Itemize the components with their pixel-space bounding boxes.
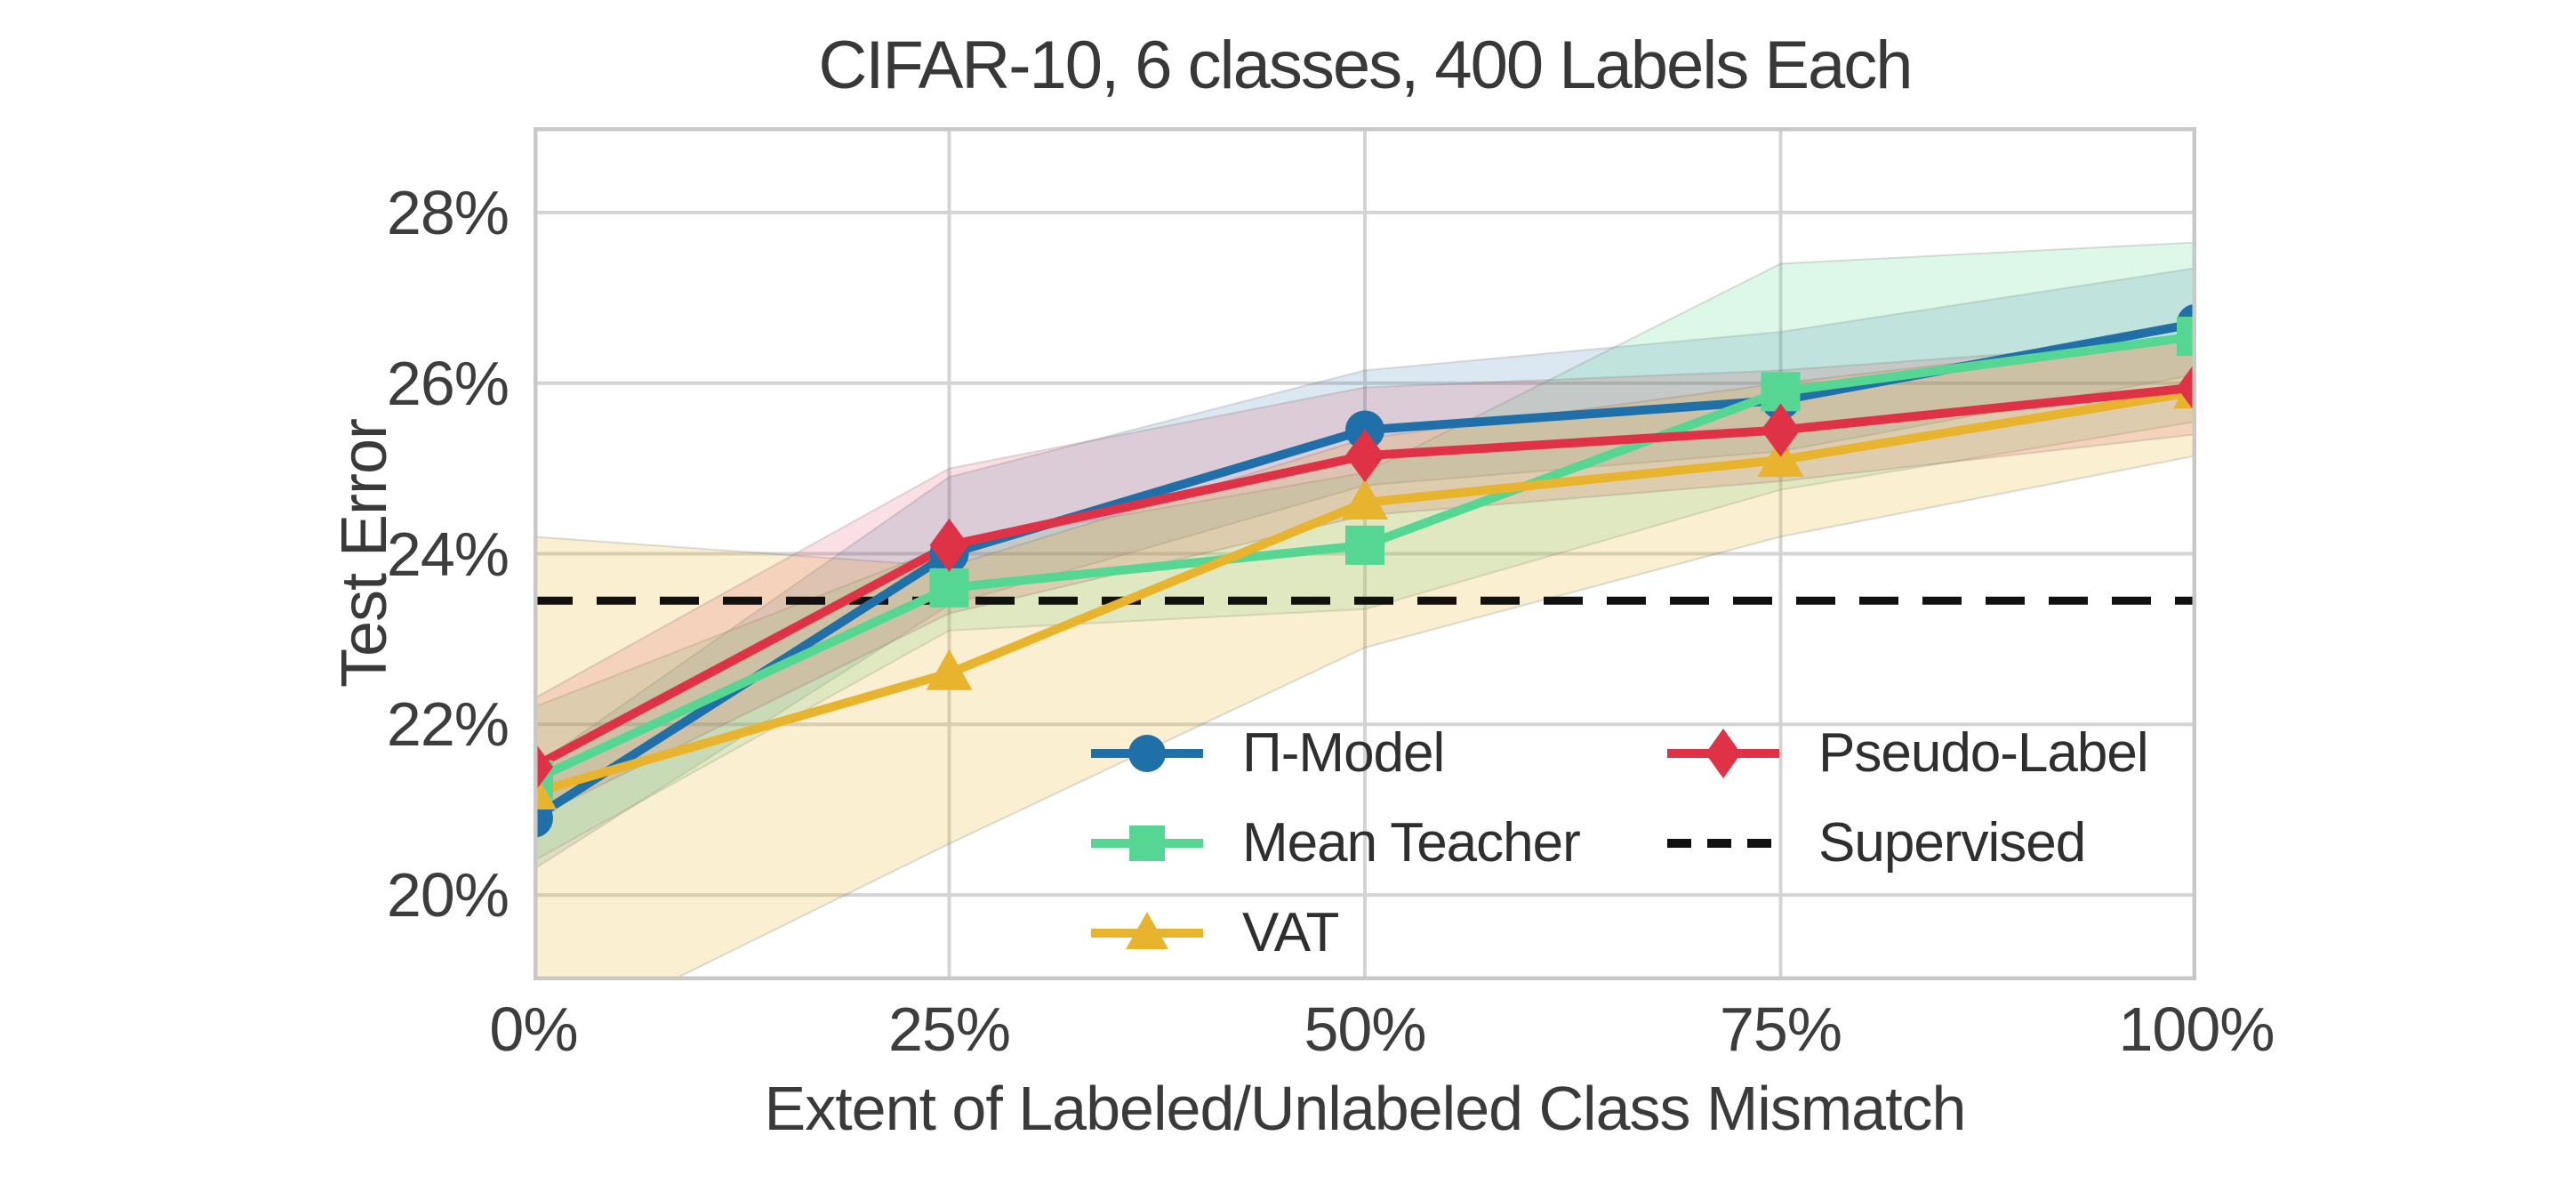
x-axis-label: Extent of Labeled/Unlabeled Class Mismat… [764, 1074, 1967, 1143]
plot-border [534, 127, 2196, 980]
plot-area [534, 127, 2196, 980]
marker-mean_teacher [929, 568, 969, 608]
y-tick-label: 20% [386, 860, 510, 930]
plot-canvas [534, 127, 2196, 980]
chart-title: CIFAR-10, 6 classes, 400 Labels Each [818, 28, 1913, 103]
x-axis-tick-labels: 0% 25% 50% 75% 100% [0, 998, 2576, 1078]
x-tick-label: 75% [1719, 995, 1842, 1064]
marker-mean_teacher [1345, 525, 1384, 565]
marker-pseudo_label [1761, 403, 1801, 457]
marker-vat [926, 648, 973, 690]
x-tick-label: 100% [2118, 995, 2275, 1064]
x-tick-label: 50% [1304, 995, 1426, 1064]
marker-pseudo_label [2177, 360, 2196, 415]
marker-vat [1342, 478, 1388, 519]
y-axis-tick-labels: 20% 22% 24% 26% 28% [0, 0, 510, 1192]
y-tick-label: 24% [386, 519, 510, 589]
y-tick-label: 26% [386, 348, 510, 418]
marker-mean_teacher [2177, 316, 2196, 356]
y-tick-label: 28% [386, 177, 510, 247]
x-tick-label: 0% [489, 995, 578, 1064]
marker-pseudo_label [534, 740, 553, 794]
y-tick-label: 22% [386, 689, 510, 760]
marker-pseudo_label [929, 518, 969, 572]
marker-pseudo_label [1345, 429, 1384, 483]
x-tick-label: 25% [887, 995, 1011, 1064]
